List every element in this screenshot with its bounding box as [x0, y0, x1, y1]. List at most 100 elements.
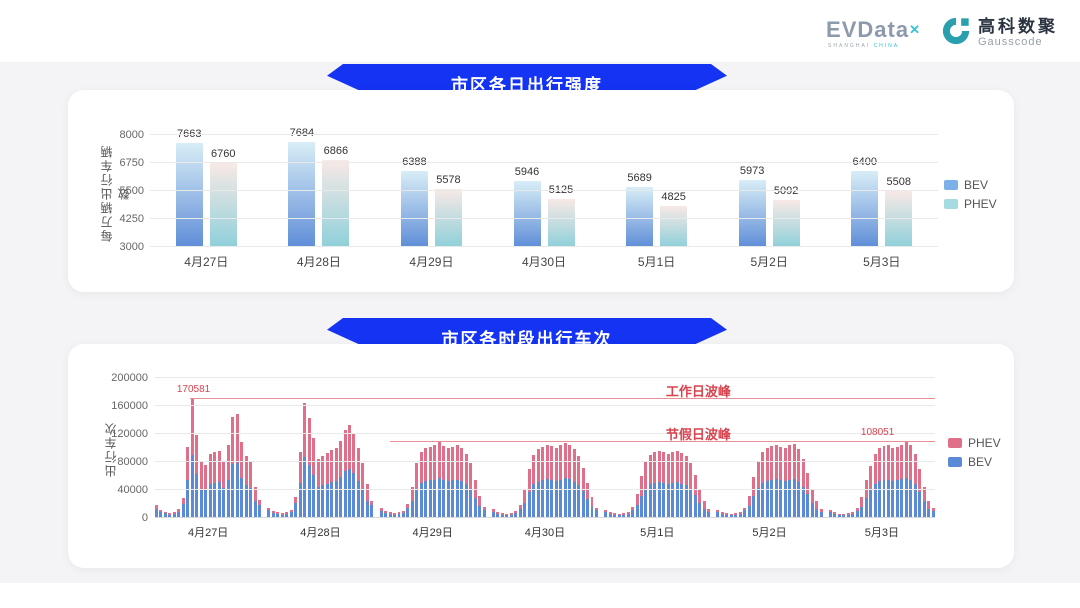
hour-bar	[729, 378, 733, 518]
phev-segment	[577, 456, 581, 486]
phev-segment	[891, 448, 895, 481]
bev-segment	[424, 480, 428, 518]
daily-chart-bars: 7663 6760 7684 6866 6388 5578 5946 5125 5689 4825…	[150, 127, 938, 247]
bar-group: 6388 5578	[375, 135, 488, 247]
y-tick-label: 120000	[111, 428, 148, 440]
hour-bar	[743, 378, 747, 518]
bev-segment	[491, 511, 495, 518]
bev-segment	[869, 490, 873, 518]
hour-bar	[384, 378, 388, 518]
bev-segment	[833, 513, 837, 518]
x-axis-label: 4月29日	[412, 527, 453, 539]
hour-bar	[280, 378, 284, 518]
hour-bar	[267, 378, 271, 518]
hour-bar	[801, 378, 805, 518]
bev-segment	[828, 512, 832, 518]
bar-value-label: 5508	[886, 175, 911, 188]
hour-bar	[909, 378, 913, 518]
bev-segment	[231, 464, 235, 518]
x-axis-label: 5月2日	[752, 527, 787, 539]
hour-bar	[406, 378, 410, 518]
phev-segment	[469, 463, 473, 490]
bev-segment	[365, 500, 369, 518]
phev-segment	[725, 513, 729, 515]
hour-bar	[361, 378, 365, 518]
phev-segment	[819, 508, 823, 512]
phev-segment	[307, 417, 311, 465]
y-tick-label: 40000	[117, 484, 148, 496]
gridline	[150, 134, 938, 135]
gridline	[155, 405, 935, 406]
bev-segment	[568, 478, 572, 518]
hour-bar	[163, 378, 167, 518]
phev-segment	[482, 506, 486, 510]
bar-value-label: 7684	[290, 127, 314, 139]
hour-bar	[702, 378, 706, 518]
bev-segment	[693, 494, 697, 518]
bev-segment	[590, 506, 594, 518]
hour-bar	[491, 378, 495, 518]
phev-segment	[172, 512, 176, 514]
hour-bar	[231, 378, 235, 518]
hour-bar	[693, 378, 697, 518]
hour-bar	[725, 378, 729, 518]
bev-segment	[689, 489, 693, 518]
bev-segment	[622, 514, 626, 518]
phev-segment	[631, 506, 635, 510]
hour-bar	[460, 378, 464, 518]
phev-segment	[653, 451, 657, 483]
phev-segment	[675, 450, 679, 483]
x-axis-label: 4月30日	[524, 527, 566, 539]
phev-segment	[316, 458, 320, 487]
bev-segment	[725, 514, 729, 518]
bev-segment	[316, 486, 320, 518]
hour-bar	[891, 378, 895, 518]
bev-segment	[258, 504, 262, 518]
hour-bar	[204, 378, 208, 518]
peak-line-label: 节假日波峰	[665, 427, 731, 443]
bev-segment	[240, 478, 244, 518]
phev-segment	[240, 442, 244, 479]
bev-bar: 5973	[738, 165, 766, 247]
phev-stack-legend-label: PHEV	[968, 436, 1001, 450]
phev-segment	[325, 452, 329, 484]
hour-bar	[774, 378, 778, 518]
bev-bar: 5946	[513, 166, 541, 247]
bev-segment	[325, 483, 329, 518]
gridline	[150, 162, 938, 163]
bev-segment	[931, 511, 935, 518]
peak-value-annotation: 108051	[860, 427, 895, 439]
hour-bar	[518, 378, 522, 518]
hour-bar	[922, 378, 926, 518]
hour-bar	[240, 378, 244, 518]
bev-segment	[747, 506, 751, 518]
hour-bar	[837, 378, 841, 518]
bev-segment	[213, 483, 217, 518]
hour-bar	[797, 378, 801, 518]
bev-segment	[352, 473, 356, 518]
phev-segment	[895, 446, 899, 481]
bev-segment	[532, 484, 536, 518]
bev-segment	[770, 479, 774, 518]
bev-segment	[217, 482, 221, 518]
bev-segment	[788, 479, 792, 518]
phev-segment	[770, 445, 774, 480]
phev-segment	[716, 509, 720, 512]
hour-bar	[653, 378, 657, 518]
hour-bar	[213, 378, 217, 518]
hour-bar	[155, 378, 158, 518]
phev-segment	[446, 448, 450, 481]
x-axis-label: 4月30日	[522, 255, 567, 269]
bev-segment	[662, 483, 666, 518]
hour-bar	[339, 378, 343, 518]
phev-segment	[460, 448, 464, 481]
phev-segment	[855, 508, 859, 511]
bev-segment	[729, 515, 733, 518]
hour-bar	[541, 378, 545, 518]
phev-segment	[464, 453, 468, 484]
bev-segment	[393, 514, 396, 518]
bev-segment	[500, 514, 504, 518]
phev-segment	[280, 513, 284, 515]
phev-segment	[904, 442, 908, 479]
